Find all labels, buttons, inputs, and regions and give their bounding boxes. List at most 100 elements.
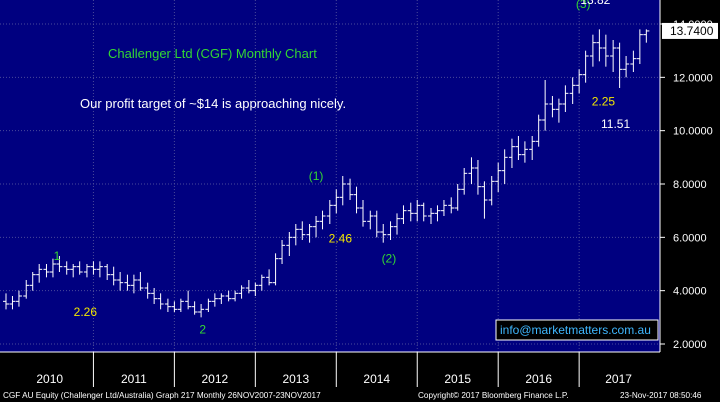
ohlc-bar	[272, 253, 279, 286]
ohlc-bar	[535, 114, 542, 147]
ohlc-bar	[292, 224, 299, 246]
annotation-label: (3)	[576, 0, 591, 11]
ohlc-bar	[549, 96, 556, 118]
y-tick-label: 2.0000	[673, 339, 707, 351]
y-tick-label: 4.0000	[673, 286, 707, 298]
ohlc-bar	[353, 186, 360, 214]
ohlc-bar	[252, 282, 259, 296]
ohlc-bar	[266, 269, 273, 286]
ohlc-bar	[144, 282, 151, 299]
ohlc-bar	[70, 264, 77, 278]
ohlc-bar	[461, 168, 468, 195]
ohlc-bar	[582, 50, 589, 83]
ohlc-bar	[448, 197, 455, 214]
ohlc-bar	[400, 205, 407, 224]
annotation-label: 2.46	[329, 232, 353, 246]
ohlc-bar	[157, 293, 164, 310]
ohlc-bar	[643, 29, 650, 43]
ohlc-bar	[171, 301, 178, 312]
ohlc-bar	[56, 256, 63, 272]
y-tick-label: 8.0000	[673, 179, 707, 191]
ohlc-bar	[117, 272, 124, 291]
price-bars	[3, 29, 650, 318]
ohlc-bar	[104, 264, 111, 280]
annotation-label: (2)	[382, 252, 397, 266]
ohlc-bar	[481, 181, 488, 219]
footer-background	[0, 387, 720, 402]
ohlc-bar	[623, 56, 630, 78]
ohlc-bar	[555, 98, 562, 123]
ohlc-bar	[508, 138, 515, 168]
ohlc-bar	[569, 77, 576, 104]
ohlc-bar	[454, 184, 461, 211]
ohlc-bar	[339, 176, 346, 206]
ohlc-bar	[83, 264, 90, 278]
ohlc-bar	[3, 293, 9, 310]
ohlc-bar	[562, 85, 569, 112]
annotation-label: 2	[199, 322, 206, 336]
ohlc-bar	[501, 149, 508, 184]
ohlc-bar	[380, 224, 387, 243]
ohlc-bar	[529, 136, 536, 160]
ohlc-bar	[440, 200, 447, 216]
x-tick-label: 2011	[121, 372, 147, 386]
ohlc-bar	[299, 221, 306, 240]
x-tick-label: 2012	[202, 372, 229, 386]
ohlc-bar	[124, 274, 131, 291]
ohlc-bar	[602, 34, 609, 67]
chart-title: Challenger Ltd (CGF) Monthly Chart	[108, 46, 317, 61]
ohlc-bar	[225, 290, 232, 302]
ohlc-bar	[636, 29, 643, 64]
ohlc-bar	[218, 293, 225, 304]
website-link[interactable]: info@marketmatters.com.au	[500, 323, 651, 337]
ohlc-bar	[110, 266, 117, 286]
ohlc-bar	[407, 202, 414, 222]
ohlc-bar	[164, 298, 171, 312]
website-box[interactable]: info@marketmatters.com.au	[495, 319, 659, 341]
y-tick-label: 12.0000	[673, 72, 713, 84]
ohlc-bar	[373, 210, 380, 238]
plot-background	[0, 0, 660, 352]
ohlc-bar	[211, 293, 218, 307]
axis-background	[660, 0, 720, 352]
ohlc-bar	[286, 232, 293, 256]
ohlc-bar	[589, 34, 596, 67]
ohlc-bar	[191, 301, 198, 315]
ohlc-bar	[36, 264, 43, 283]
ohlc-bar	[177, 298, 184, 312]
ohlc-bar	[414, 200, 421, 222]
x-tick-label: 2017	[605, 372, 632, 386]
ohlc-bar	[232, 290, 239, 302]
ohlc-bar	[76, 261, 83, 275]
xaxis-background	[0, 352, 720, 387]
ohlc-bar	[360, 200, 366, 227]
x-tick-label: 2015	[444, 372, 471, 386]
ohlc-bar	[542, 80, 549, 131]
ohlc-bar	[474, 160, 481, 195]
ohlc-bar	[616, 42, 623, 88]
grid	[0, 0, 660, 352]
ohlc-bar	[434, 205, 441, 222]
ohlc-bar	[279, 240, 286, 264]
y-tick-label: 6.0000	[673, 232, 707, 244]
annotations: 1 2.26 2 (1) 2.46 (2) (3)13.82 2.25 11.51	[54, 0, 631, 336]
ohlc-bar	[347, 178, 354, 200]
ohlc-bar	[576, 69, 583, 94]
ohlc-bar	[90, 261, 97, 275]
ohlc-bar	[43, 264, 50, 278]
ohlc-bar	[15, 290, 22, 307]
ohlc-bar	[630, 50, 637, 72]
x-tick-label: 2016	[525, 372, 552, 386]
last-price-label: 13.7400	[670, 24, 714, 38]
ohlc-bar	[313, 216, 320, 238]
ohlc-bar	[495, 162, 502, 192]
last-price-tag: 13.7400	[662, 22, 718, 39]
ohlc-bar	[137, 272, 144, 291]
annotation-label: 13.82	[580, 0, 610, 7]
ohlc-bar	[326, 200, 333, 224]
x-axis: 2010 2011 2012 2013 2014 2015 2016 2017	[0, 351, 660, 387]
x-tick-label: 2010	[36, 372, 63, 386]
ohlc-bar	[515, 136, 522, 160]
ohlc-bar	[130, 274, 137, 294]
ohlc-bar	[205, 298, 212, 312]
